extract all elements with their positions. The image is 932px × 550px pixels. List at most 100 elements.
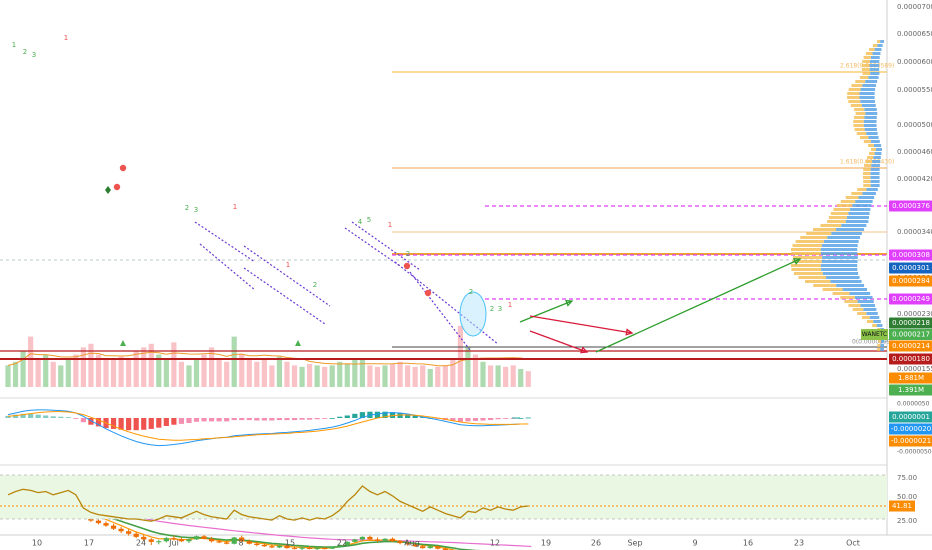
candle-body[interactable] xyxy=(322,548,328,550)
candle-body[interactable] xyxy=(420,546,426,549)
channel-line[interactable] xyxy=(351,221,421,271)
symbol-tag[interactable] xyxy=(861,329,888,340)
macd-histogram-bar xyxy=(28,413,34,418)
candle-body[interactable] xyxy=(103,523,109,526)
candle-body[interactable] xyxy=(276,545,283,548)
candle-body[interactable] xyxy=(382,538,388,541)
candle-body[interactable] xyxy=(389,538,396,542)
price-badge[interactable] xyxy=(889,317,932,329)
macd-badge[interactable] xyxy=(889,411,932,423)
candle-body[interactable] xyxy=(344,541,350,545)
profile-bar-down xyxy=(847,92,860,95)
candle-body[interactable] xyxy=(148,539,154,542)
fib-levels: 2.618(0.0000589)1.618(0.0000430)0(0.0000… xyxy=(0,63,894,360)
channel-line[interactable] xyxy=(344,227,401,267)
price-badge[interactable] xyxy=(889,262,932,274)
candle-body[interactable] xyxy=(186,539,192,542)
candle-body[interactable] xyxy=(126,531,132,534)
candle-body[interactable] xyxy=(427,546,433,549)
candle-body[interactable] xyxy=(171,538,177,540)
candle-body[interactable] xyxy=(110,525,117,529)
candle-body[interactable] xyxy=(224,542,230,544)
candle-body[interactable] xyxy=(374,539,381,541)
candle-body[interactable] xyxy=(435,546,441,549)
price-badge[interactable] xyxy=(889,275,932,287)
profile-bar-down xyxy=(861,68,870,71)
candle-body[interactable] xyxy=(246,541,252,544)
candle-body[interactable] xyxy=(352,539,358,542)
price-badge[interactable] xyxy=(889,340,932,352)
candle-body[interactable] xyxy=(201,536,207,539)
volume-bar xyxy=(344,363,350,387)
candle-body[interactable] xyxy=(397,541,403,544)
candle-body[interactable] xyxy=(367,536,373,540)
price-badge[interactable] xyxy=(889,200,932,212)
price-badge[interactable] xyxy=(889,384,932,396)
candle-body[interactable] xyxy=(95,520,102,524)
green-arrow[interactable] xyxy=(595,258,801,353)
volume-bar xyxy=(171,342,177,387)
profile-bar-up xyxy=(849,292,871,295)
red-arrow[interactable] xyxy=(529,315,633,334)
td-marker xyxy=(424,289,432,297)
candle-body[interactable] xyxy=(118,528,124,532)
rsi-badge[interactable] xyxy=(889,500,915,512)
channel-line[interactable] xyxy=(409,271,471,351)
candle-body[interactable] xyxy=(329,546,335,549)
candle-body[interactable] xyxy=(284,545,290,549)
candle-body[interactable] xyxy=(133,533,139,537)
profile-bar-up xyxy=(870,72,880,75)
last-price-badge[interactable] xyxy=(889,329,932,340)
highlight-ellipse[interactable] xyxy=(459,291,487,337)
candle-body[interactable] xyxy=(193,536,200,540)
profile-bar-down xyxy=(863,180,871,183)
candle-body[interactable] xyxy=(405,543,411,545)
price-badge[interactable] xyxy=(889,249,932,261)
candle-body[interactable] xyxy=(337,545,343,547)
candle-body[interactable] xyxy=(299,547,305,549)
candle-body[interactable] xyxy=(307,547,313,550)
macd-histogram-bar xyxy=(307,418,313,420)
candle-body[interactable] xyxy=(314,548,320,550)
macd-histogram-bar xyxy=(171,418,177,425)
channel-line[interactable] xyxy=(243,267,326,325)
macd-badge[interactable] xyxy=(889,435,932,447)
candle-body[interactable] xyxy=(291,548,298,550)
profile-bar-up xyxy=(821,244,858,247)
candle-body[interactable] xyxy=(269,546,275,548)
green-arrow[interactable] xyxy=(519,300,573,323)
red-arrow[interactable] xyxy=(529,330,588,353)
candle-body[interactable] xyxy=(239,537,245,542)
candle-body[interactable] xyxy=(442,548,448,550)
candle-body[interactable] xyxy=(156,541,162,543)
candle-body[interactable] xyxy=(254,543,260,545)
candle-body[interactable] xyxy=(231,537,237,544)
price-badge[interactable] xyxy=(889,293,932,305)
profile-bar-up xyxy=(858,196,875,199)
time-tick-label: 15 xyxy=(285,539,295,548)
candle-body[interactable] xyxy=(141,536,147,540)
channel-line[interactable] xyxy=(243,245,331,307)
candle-body[interactable] xyxy=(178,539,185,542)
candle-body[interactable] xyxy=(208,538,215,542)
macd-badge[interactable] xyxy=(889,423,932,435)
candle-body[interactable] xyxy=(216,541,222,543)
time-axis[interactable]: 10 17 24 Jul 8 15 22 Aug 12 19 26 Sep 9 16 23 Oct xyxy=(32,539,860,548)
price-badge[interactable] xyxy=(889,353,932,365)
profile-bar-up xyxy=(871,164,880,167)
profile-bar-down xyxy=(862,72,871,75)
price-badge[interactable] xyxy=(889,372,932,384)
candle-body[interactable] xyxy=(163,538,169,542)
macd-line xyxy=(7,409,529,447)
channel-line[interactable] xyxy=(194,221,256,263)
candle-body[interactable] xyxy=(412,544,418,547)
candle-body[interactable] xyxy=(359,536,365,540)
profile-bar-up xyxy=(871,140,880,143)
price-axis[interactable]: 0.0000700 0.0000650 0.0000600 0.0000550 0.00… xyxy=(861,3,932,525)
candle-body[interactable] xyxy=(261,545,267,547)
profile-bar-up xyxy=(866,132,878,135)
macd-histogram-bar xyxy=(480,418,486,421)
profile-bar-up xyxy=(873,156,881,159)
